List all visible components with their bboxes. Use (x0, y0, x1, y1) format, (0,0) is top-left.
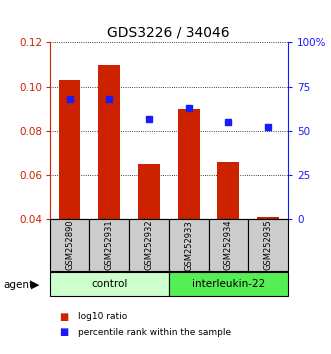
Bar (169, 219, 209, 271)
Text: GSM252890: GSM252890 (65, 220, 74, 270)
Text: ■: ■ (60, 327, 69, 337)
Bar (209, 219, 248, 271)
Title: GDS3226 / 34046: GDS3226 / 34046 (108, 26, 230, 40)
Text: GSM252933: GSM252933 (184, 220, 193, 270)
Text: percentile rank within the sample: percentile rank within the sample (78, 327, 231, 337)
Bar (217, 162, 239, 219)
Text: GSM252931: GSM252931 (105, 220, 114, 270)
Text: log10 ratio: log10 ratio (78, 312, 127, 321)
Bar (98, 64, 120, 219)
Text: GSM252935: GSM252935 (263, 220, 273, 270)
Bar (50, 272, 169, 296)
Bar (89, 219, 129, 271)
Bar (178, 109, 200, 219)
Bar (248, 219, 288, 271)
Bar (257, 217, 279, 219)
Bar (50, 219, 89, 271)
Text: interleukin-22: interleukin-22 (192, 279, 265, 289)
Text: GSM252934: GSM252934 (224, 220, 233, 270)
Bar (129, 219, 169, 271)
Text: GSM252932: GSM252932 (144, 220, 154, 270)
Text: ■: ■ (60, 312, 69, 322)
Bar (59, 80, 80, 219)
Bar (138, 164, 160, 219)
Text: agent: agent (3, 280, 33, 290)
Text: ▶: ▶ (31, 280, 40, 290)
Text: control: control (91, 279, 127, 289)
Bar (169, 272, 288, 296)
